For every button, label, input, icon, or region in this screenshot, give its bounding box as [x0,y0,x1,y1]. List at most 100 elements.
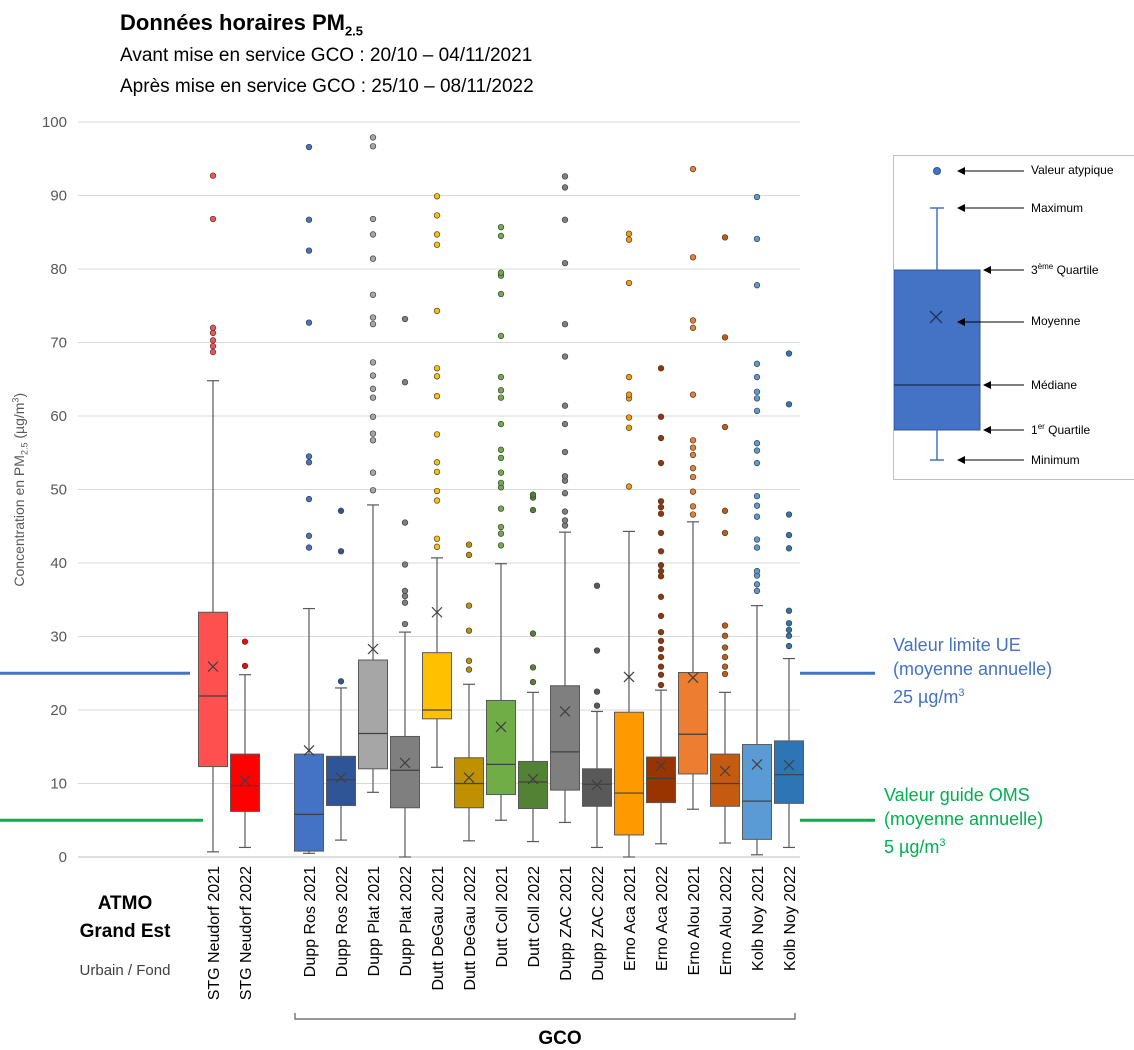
legend-label-minimum: Minimum [1031,453,1080,467]
legend-label-q1: 1er Quartile [1031,422,1091,437]
outlier-point [689,465,697,472]
outlier-point [721,644,729,651]
group-label-gco: GCO [538,1028,582,1049]
outlier-point [785,511,793,518]
outlier-point [369,255,377,262]
outlier-point [433,365,441,372]
legend-label-median: Médiane [1031,378,1078,392]
outlier-point [785,607,793,614]
outlier-point [689,488,697,495]
outlier-point [657,671,665,678]
x-category-label: Dutt Coll 2021 [494,866,511,967]
outlier-point [721,423,729,431]
outlier-point [689,437,697,444]
outlier-point [529,664,537,671]
outlier-point [625,236,633,243]
outlier-point [433,231,441,238]
x-category-label: Dupp ZAC 2022 [590,866,607,981]
box [646,756,676,804]
mean-marker [495,721,507,733]
outlier-point [753,513,761,520]
legend-box-shape [894,269,981,431]
x-category-label: Dutt DeGau 2021 [430,866,447,991]
outlier-point [337,507,345,514]
y-tick-label: 40 [50,555,67,572]
mean-marker [559,706,571,717]
outlier-point [721,234,729,241]
outlier-point [593,647,601,654]
outlier-point [209,337,217,344]
outlier-point [497,394,505,401]
mean-marker [207,661,219,673]
outlier-point [401,379,409,386]
box [742,744,772,840]
outlier-point [657,653,665,661]
mean-marker [303,745,315,756]
outlier-point [401,519,409,526]
outlier-point [561,173,569,180]
outlier-point [209,329,217,337]
box [390,735,420,809]
outlier-point [753,440,761,447]
y-tick-label: 10 [50,776,67,793]
y-tick-label: 90 [50,188,67,205]
subtitle-line-1: Avant mise en service GCO : 20/10 – 04/1… [120,45,533,66]
outlier-point [753,567,761,575]
outlier-point [497,223,505,231]
box [550,685,580,791]
outlier-point [305,495,313,503]
outlier-point [561,517,569,524]
outlier-point [657,567,665,575]
outlier-point [689,444,697,451]
outlier-point [497,542,505,549]
box [294,753,324,852]
outlier-point [433,212,441,219]
outlier-point [401,599,409,606]
box [422,652,452,720]
outlier-point [753,587,761,595]
outlier-point [369,487,377,494]
outlier-point [657,628,665,636]
group-sublabel-atmo: Urbain / Fond [79,962,171,979]
outlier-point [241,662,249,670]
outlier-point [721,632,729,639]
outlier-point [529,491,537,498]
outlier-point [753,492,761,500]
outlier-point [785,626,793,634]
outlier-point [625,373,633,381]
outlier-point [721,507,729,514]
outlier-point [689,503,697,510]
outlier-point [689,511,697,518]
outlier-point [561,522,569,529]
outlier-point [561,184,569,191]
outlier-point [497,505,505,512]
outlier-point [369,231,377,238]
x-category-label: Erno Aca 2022 [654,866,671,971]
y-tick-label: 80 [50,261,67,278]
outlier-point [689,165,697,173]
outlier-point [689,451,697,459]
box [358,659,388,770]
outlier-point [209,343,217,350]
outlier-point [369,372,377,379]
outlier-point [689,473,697,481]
outlier-point [369,385,377,392]
outlier-point [657,510,665,517]
outlier-point [465,541,473,548]
mean-marker [751,758,763,770]
mean-marker [463,772,475,784]
outlier-point [497,420,505,428]
outlier-point [561,353,569,360]
outlier-point [753,388,761,395]
outlier-point [753,544,761,551]
box [230,753,260,812]
outlier-point [625,414,633,421]
outlier-point [433,193,441,200]
x-category-label: STG Neudorf 2022 [238,866,255,1000]
outlier-point [401,561,409,568]
x-category-label: Dupp Ros 2022 [334,866,351,977]
outlier-point [305,319,313,326]
x-category-label: Dupp Ros 2021 [302,866,319,977]
outlier-point [753,536,761,543]
x-category-label: Dupp Plat 2021 [366,866,383,976]
